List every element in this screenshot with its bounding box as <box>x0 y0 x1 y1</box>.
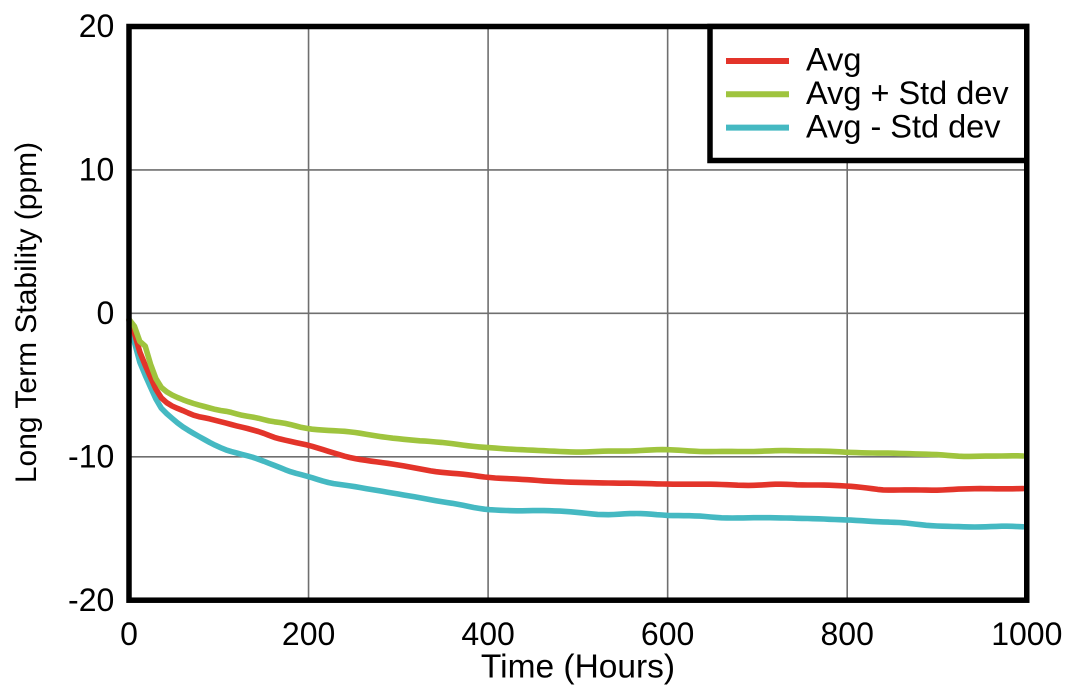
svg-text:1000: 1000 <box>991 616 1062 652</box>
svg-text:-20: -20 <box>68 582 114 618</box>
svg-text:Avg: Avg <box>806 42 861 78</box>
svg-text:600: 600 <box>641 616 694 652</box>
svg-text:Time (Hours): Time (Hours) <box>481 649 675 686</box>
svg-text:0: 0 <box>120 616 138 652</box>
svg-text:400: 400 <box>461 616 514 652</box>
svg-text:-10: -10 <box>68 439 114 475</box>
svg-text:Avg - Std dev: Avg - Std dev <box>806 109 1001 145</box>
svg-text:Avg + Std dev: Avg + Std dev <box>806 75 1009 111</box>
svg-text:0: 0 <box>97 295 115 331</box>
svg-text:200: 200 <box>282 616 335 652</box>
svg-text:10: 10 <box>79 152 115 188</box>
svg-text:800: 800 <box>821 616 874 652</box>
svg-text:Long Term Stability (ppm): Long Term Stability (ppm) <box>10 142 43 483</box>
svg-text:20: 20 <box>79 8 115 44</box>
